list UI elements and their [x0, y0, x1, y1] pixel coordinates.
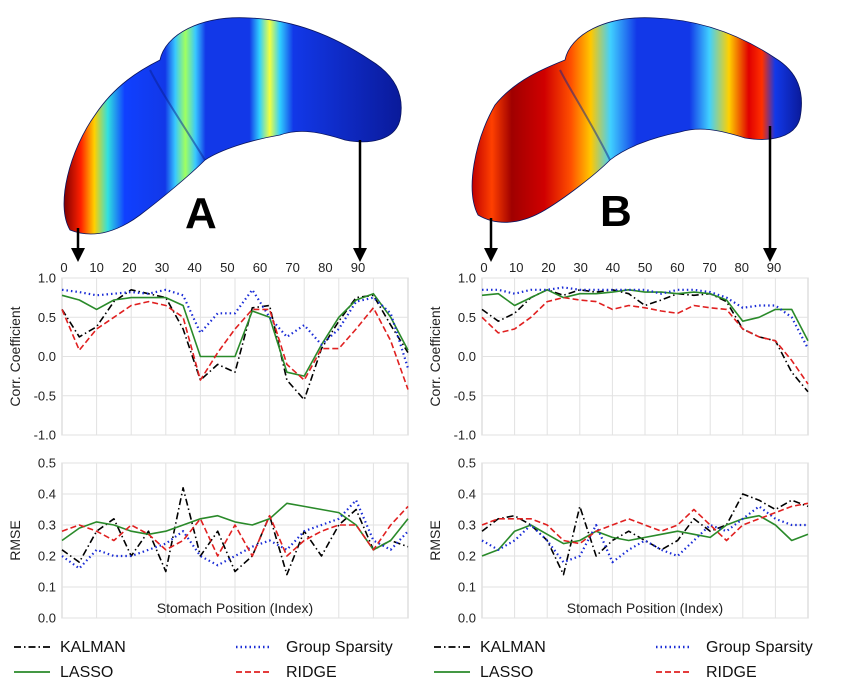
position-tick-row-b: 0 10 20 30 40 50 60 70 80 90	[480, 260, 781, 275]
y-tick-label: -1.0	[454, 428, 476, 443]
position-tick-label: 60	[670, 260, 684, 275]
y-tick-label: 0.0	[38, 611, 56, 626]
y-tick-label: 0.0	[38, 349, 56, 364]
series-line-lasso	[481, 288, 809, 342]
y-axis-label: RMSE	[7, 520, 23, 560]
position-tick-label: 0	[60, 260, 67, 275]
series-line-ridge	[481, 296, 809, 385]
legend-label: RIDGE	[286, 664, 337, 681]
y-tick-label: 0.2	[458, 549, 476, 564]
position-tick-label: 10	[89, 260, 103, 275]
position-tick-label: 10	[509, 260, 523, 275]
position-markers-a	[71, 140, 367, 262]
position-tick-label: 20	[122, 260, 136, 275]
position-tick-label: 0	[480, 260, 487, 275]
series-line-group-sparsity	[61, 288, 410, 369]
position-tick-label: 40	[606, 260, 620, 275]
y-tick-label: 0.1	[38, 580, 56, 595]
y-tick-label: 0.0	[458, 611, 476, 626]
series-line-ridge	[481, 502, 809, 545]
y-tick-label: 0.3	[38, 518, 56, 533]
position-tick-label: 30	[573, 260, 587, 275]
y-axis-label: Corr. Coefficient	[7, 306, 23, 406]
y-tick-label: 0.5	[458, 310, 476, 325]
series-line-lasso	[61, 292, 409, 377]
chart-b-corr: 1.0 0.5 0.0 -0.5 -1.0 Corr. Coefficient	[427, 271, 809, 443]
series-line-group-sparsity	[61, 499, 409, 570]
position-tick-label: 80	[318, 260, 332, 275]
y-tick-label: 0.2	[38, 549, 56, 564]
legend-label: KALMAN	[60, 639, 126, 656]
legend-label: Group Sparsity	[286, 639, 393, 656]
y-tick-label: 0.5	[458, 456, 476, 471]
legend-label: Group Sparsity	[706, 639, 813, 656]
y-tick-label: 1.0	[38, 271, 56, 286]
y-axis-label: RMSE	[427, 520, 443, 560]
position-tick-label: 20	[541, 260, 555, 275]
position-tick-row-a: 0 10 20 30 40 50 60 70 80 90	[60, 260, 365, 275]
legend-label: KALMAN	[480, 639, 546, 656]
y-tick-label: 0.4	[38, 487, 56, 502]
series-line-group-sparsity	[482, 286, 809, 350]
position-tick-label: 40	[187, 260, 201, 275]
series-line-lasso	[61, 502, 409, 551]
position-tick-label: 50	[638, 260, 652, 275]
x-axis-label: Stomach Position (Index)	[157, 600, 313, 616]
series-line-group-sparsity	[481, 505, 808, 564]
y-tick-label: 0.5	[38, 310, 56, 325]
chart-b-rmse: 0.5 0.4 0.3 0.2 0.1 0.0 RMSE Stomach Position (…	[427, 456, 809, 626]
x-axis-label: Stomach Position (Index)	[567, 600, 723, 616]
y-tick-label: -0.5	[454, 388, 476, 403]
y-tick-label: 0.3	[458, 518, 476, 533]
position-markers-b	[484, 126, 777, 262]
series-line-lasso	[481, 514, 809, 557]
legend-label: LASSO	[480, 664, 533, 681]
y-tick-label: -1.0	[34, 428, 56, 443]
y-axis-label: Corr. Coefficient	[427, 306, 443, 406]
series-line-kalman	[61, 288, 409, 401]
series-line-ridge	[61, 300, 409, 390]
position-tick-label: 50	[220, 260, 234, 275]
position-tick-label: 90	[351, 260, 365, 275]
stomach-render-a: A	[63, 17, 402, 238]
position-tick-label: 90	[767, 260, 781, 275]
series-line-ridge	[61, 505, 409, 557]
legend-label: LASSO	[60, 664, 113, 681]
stomach-render-b: B	[471, 17, 802, 236]
panel-letter-b: B	[600, 187, 632, 236]
chart-a-rmse: 0.5 0.4 0.3 0.2 0.1 0.0 RMSE Stomach Position (…	[7, 456, 409, 626]
position-tick-label: 70	[702, 260, 716, 275]
y-tick-label: 1.0	[458, 271, 476, 286]
position-tick-label: 30	[155, 260, 169, 275]
chart-a-corr: 1.0 0.5 0.0 -0.5 -1.0 Corr. Coefficient	[7, 271, 410, 443]
position-tick-label: 60	[253, 260, 267, 275]
y-tick-label: 0.4	[458, 487, 476, 502]
position-tick-label: 80	[735, 260, 749, 275]
y-tick-label: 0.1	[458, 580, 476, 595]
series-line-kalman	[61, 486, 409, 576]
y-tick-label: 0.5	[38, 456, 56, 471]
position-tick-label: 70	[285, 260, 299, 275]
y-tick-label: 0.0	[458, 349, 476, 364]
legend: KALMAN LASSO Group Sparsity RIDGE KALMAN LASS…	[14, 639, 813, 681]
panel-letter-a: A	[185, 189, 217, 238]
legend-label: RIDGE	[706, 664, 757, 681]
y-tick-label: -0.5	[34, 388, 56, 403]
